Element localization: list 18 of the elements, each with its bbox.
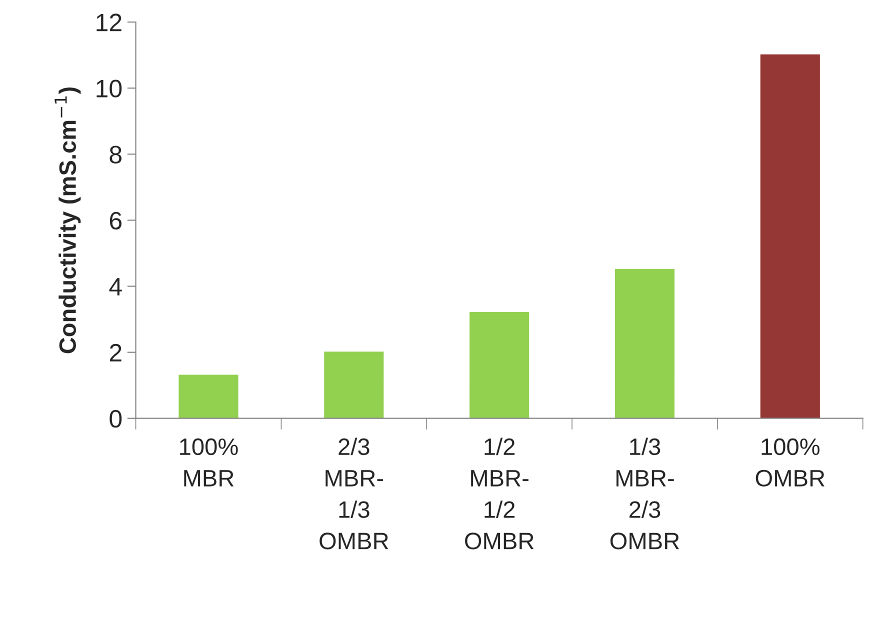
y-tick-label: 2	[110, 344, 122, 362]
y-tick-label: 10	[96, 80, 122, 98]
x-tick-label: 100% OMBR	[756, 438, 824, 487]
x-tick-label: 1/3 MBR- 2/3 OMBR	[610, 438, 680, 550]
bar	[470, 312, 530, 418]
x-tick-label: 100% MBR	[180, 438, 238, 486]
y-axis-title: Conductivity (mS.cm$^{−1}$)	[54, 87, 81, 354]
y-tick-label: 12	[96, 14, 122, 32]
bar	[178, 374, 238, 418]
y-tick-label: 6	[110, 212, 122, 230]
y-tick-label: 4	[109, 278, 122, 296]
y-tick-label: 0	[110, 410, 122, 428]
x-tick-label: 1/2 MBR- 1/2 OMBR	[465, 438, 534, 550]
x-tick-label: 2/3 MBR- 1/3 OMBR	[320, 438, 388, 550]
bar	[760, 54, 820, 418]
bar	[324, 352, 384, 418]
bar	[614, 269, 675, 418]
y-tick-label: 8	[110, 146, 122, 164]
